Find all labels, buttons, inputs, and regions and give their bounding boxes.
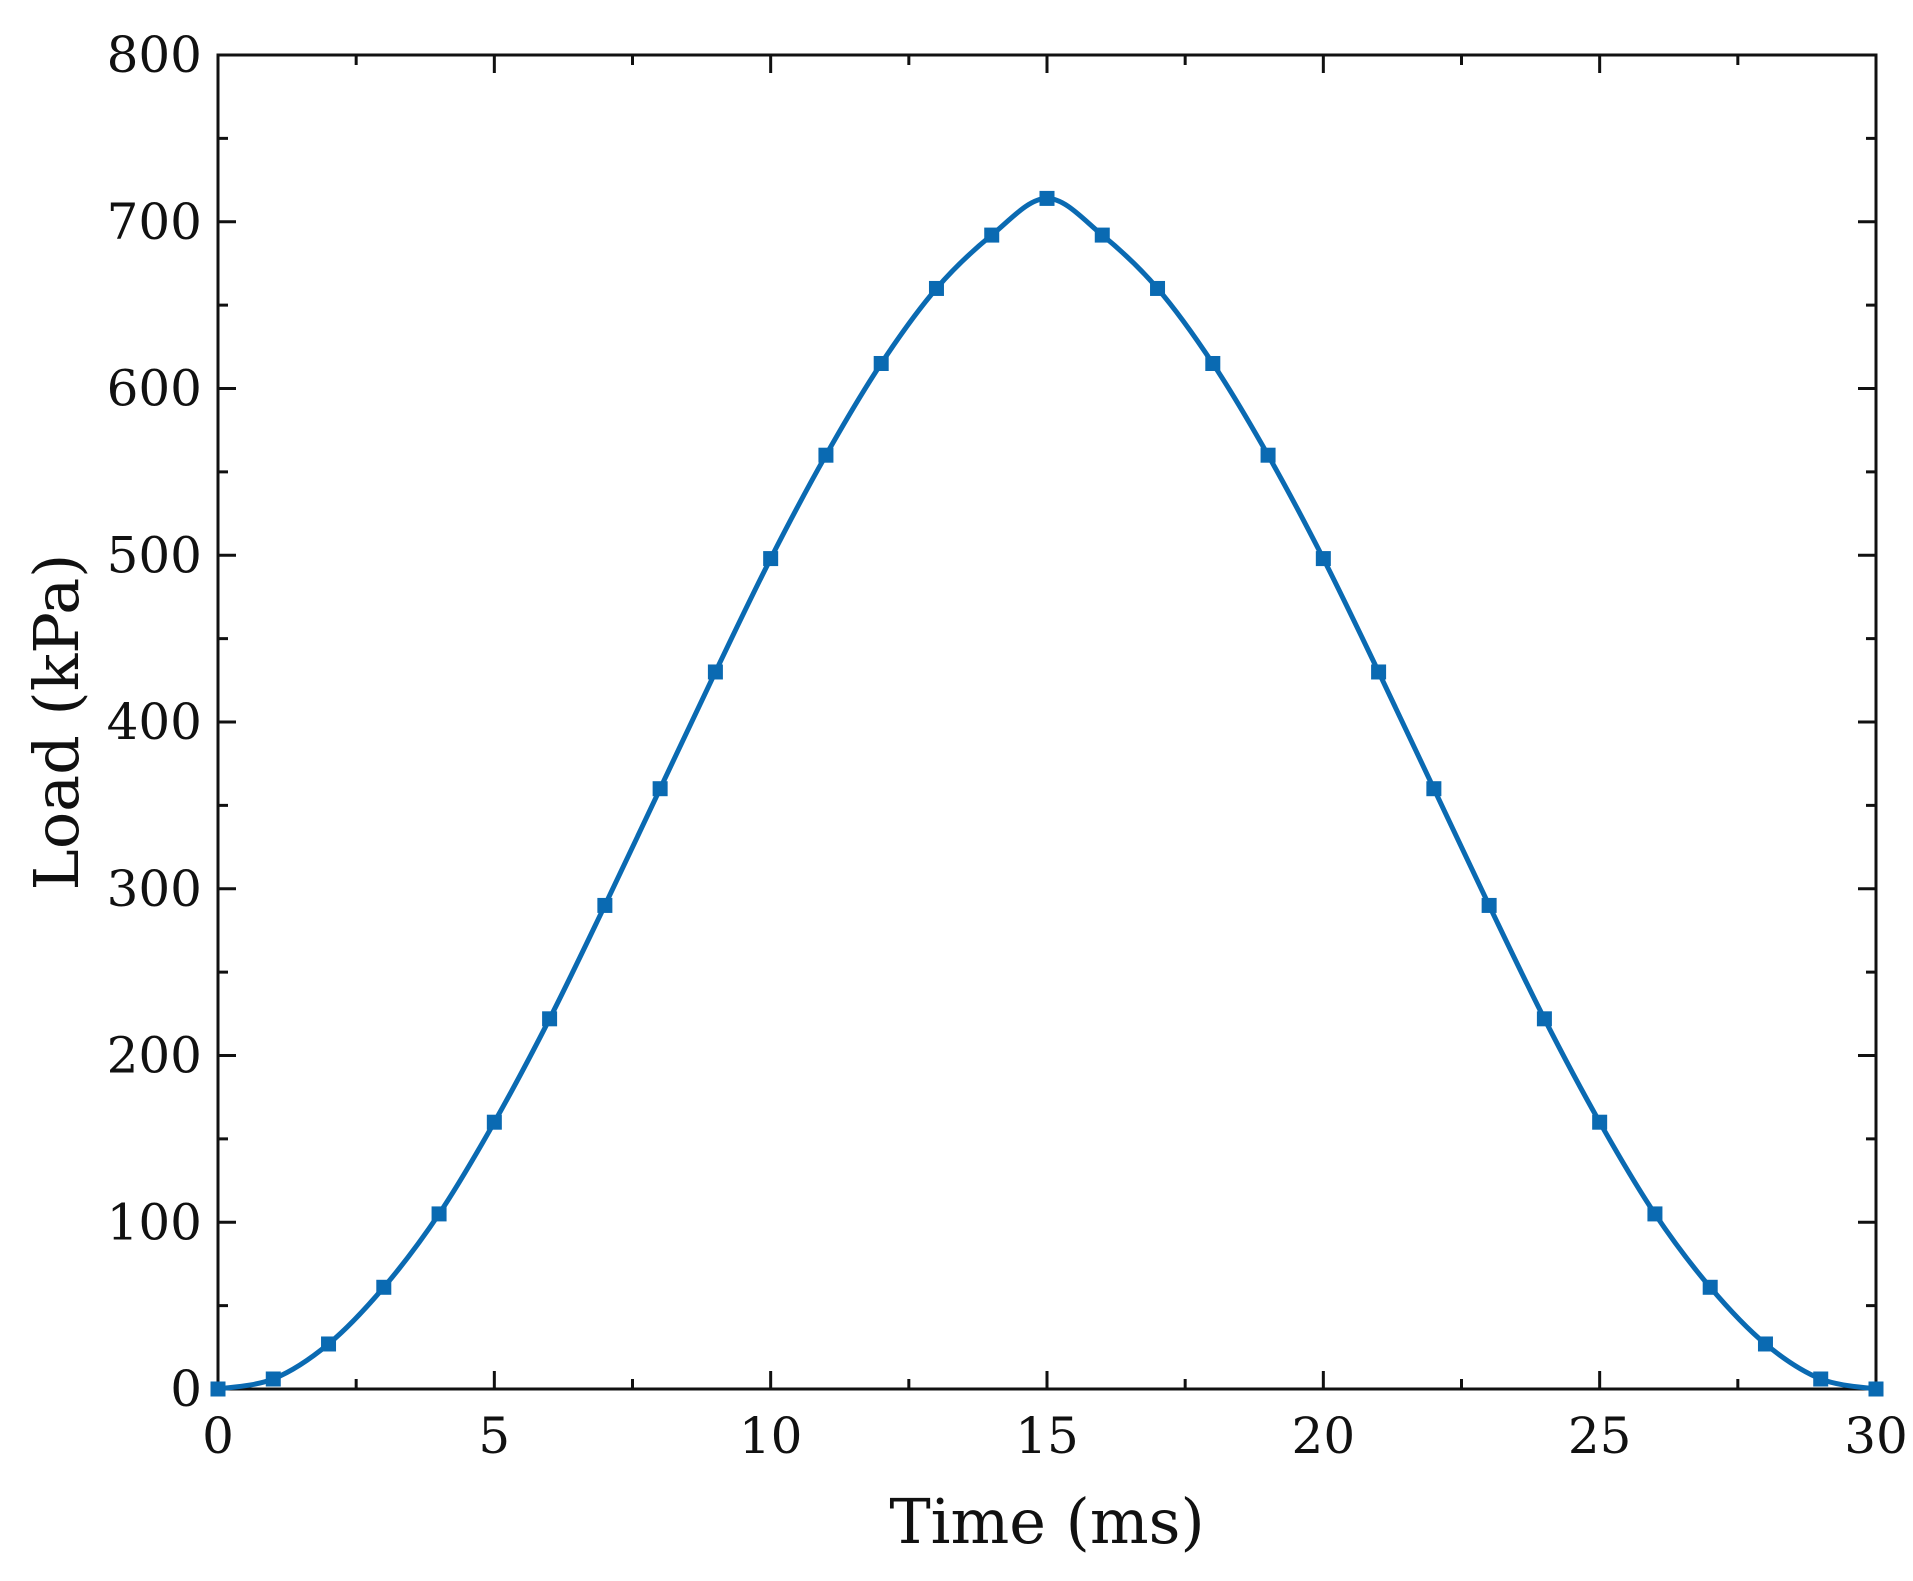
x-tick-label: 30 [1844, 1407, 1908, 1465]
data-point-marker [1371, 664, 1387, 680]
data-point-marker [1813, 1371, 1829, 1387]
data-point-marker [1592, 1114, 1608, 1130]
data-point-marker [1094, 227, 1110, 243]
x-tick-label: 25 [1568, 1407, 1632, 1465]
data-point-marker [542, 1011, 558, 1027]
data-point-marker [763, 551, 779, 567]
data-point-marker [873, 355, 889, 371]
x-tick-label: 10 [739, 1407, 803, 1465]
data-point-marker [210, 1381, 226, 1397]
data-point-marker [265, 1371, 281, 1387]
data-point-marker [1426, 781, 1442, 797]
y-tick-label: 500 [107, 526, 202, 584]
data-point-marker [818, 447, 834, 463]
data-point-marker [1536, 1011, 1552, 1027]
series-layer [210, 190, 1884, 1397]
y-tick-label: 800 [107, 26, 202, 84]
data-point-marker [1702, 1279, 1718, 1295]
data-point-marker [1205, 355, 1221, 371]
y-tick-label: 600 [107, 360, 202, 418]
y-tick-label: 700 [107, 193, 202, 251]
data-point-marker [984, 227, 1000, 243]
data-point-marker [707, 664, 723, 680]
data-point-marker [321, 1336, 337, 1352]
y-tick-label: 400 [107, 693, 202, 751]
x-tick-label: 0 [202, 1407, 234, 1465]
data-point-marker [652, 781, 668, 797]
data-point-marker [376, 1279, 392, 1295]
data-point-marker [1260, 447, 1276, 463]
data-point-marker [431, 1206, 447, 1222]
data-point-marker [597, 897, 613, 913]
y-tick-label: 300 [107, 860, 202, 918]
data-point-marker [1757, 1336, 1773, 1352]
y-axis-label: Load (kPa) [20, 554, 93, 891]
series-line [217, 195, 1877, 1392]
data-point-marker [1481, 897, 1497, 913]
x-axis-label: Time (ms) [889, 1485, 1204, 1558]
data-point-marker [486, 1114, 502, 1130]
x-tick-label: 15 [1015, 1407, 1079, 1465]
data-point-marker [1868, 1381, 1884, 1397]
y-tick-label: 200 [107, 1027, 202, 1085]
data-point-marker [928, 280, 944, 296]
y-tick-label: 0 [170, 1360, 202, 1418]
x-tick-label: 20 [1292, 1407, 1356, 1465]
data-point-marker [1039, 190, 1055, 206]
plot-frame [216, 53, 1878, 1391]
y-tick-label: 100 [107, 1193, 202, 1251]
data-point-marker [1315, 551, 1331, 567]
data-point-marker [1647, 1206, 1663, 1222]
x-tick-label: 5 [478, 1407, 510, 1465]
data-point-marker [1150, 280, 1166, 296]
